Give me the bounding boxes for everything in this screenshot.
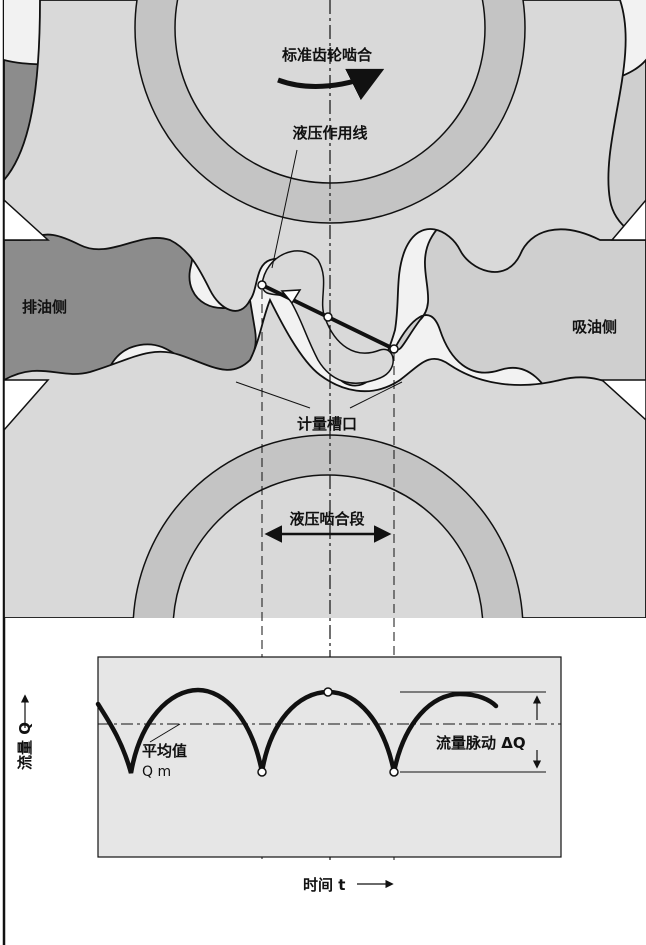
contact-point-center bbox=[323, 312, 333, 322]
mean-label: 平均值 bbox=[142, 742, 187, 760]
metering-slot-leader-right bbox=[349, 381, 403, 409]
flow-curve bbox=[95, 687, 499, 774]
top-gear-label: 标准齿轮啮合 bbox=[281, 46, 373, 64]
metering-slot-leader-left bbox=[235, 381, 311, 409]
y-axis-label: 流量 Q bbox=[16, 722, 34, 770]
suction-side-label: 吸油侧 bbox=[572, 318, 617, 336]
right-notch-top bbox=[610, 198, 646, 241]
mean-symbol: Q m bbox=[142, 764, 171, 780]
hydraulic-line-label: 液压作用线 bbox=[292, 124, 367, 142]
action-line-arrow bbox=[280, 289, 302, 305]
right-notch-bottom bbox=[600, 379, 646, 422]
hydraulic-mesh-section-label: 液压啮合段 bbox=[289, 510, 364, 528]
discharge-side-label: 排油侧 bbox=[22, 298, 67, 316]
rotation-arrow bbox=[277, 68, 385, 101]
contact-point-right bbox=[389, 344, 399, 354]
pulsation-label: 流量脉动 ΔQ bbox=[436, 734, 526, 752]
metering-slot-label: 计量槽口 bbox=[297, 415, 357, 433]
left-notch-top bbox=[4, 198, 50, 241]
action-line-leader bbox=[271, 149, 298, 269]
mean-leader bbox=[149, 723, 181, 743]
x-axis-label: 时间 t bbox=[303, 876, 345, 894]
flow-min-point-right bbox=[389, 767, 399, 777]
bottom-gear-hub bbox=[172, 474, 484, 618]
flow-max-point bbox=[323, 687, 333, 697]
contact-point-left bbox=[257, 280, 267, 290]
left-notch-bottom bbox=[4, 379, 50, 432]
flow-min-point-left bbox=[257, 767, 267, 777]
flow-chart: 平均值 Q m 流量脉动 ΔQ 流量 Q 时间 t bbox=[16, 656, 562, 894]
meshing-tooth-outline bbox=[261, 250, 394, 384]
